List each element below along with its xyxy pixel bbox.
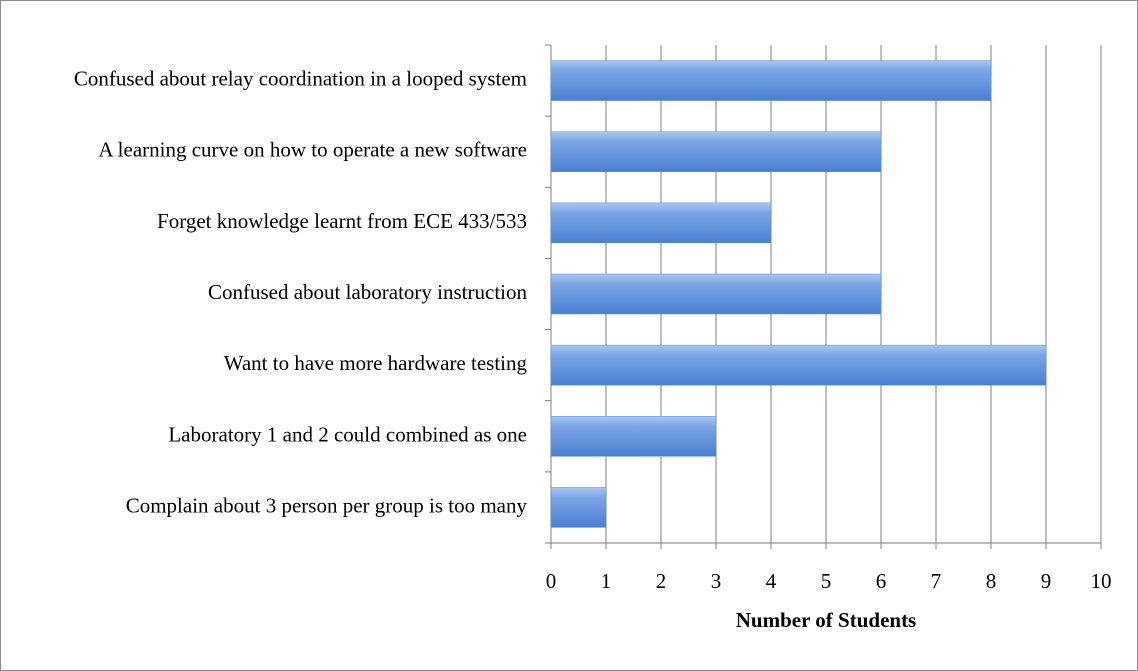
x-axis-title: Number of Students <box>736 608 916 632</box>
bar <box>550 273 882 315</box>
x-tick-label: 7 <box>931 569 942 593</box>
y-tick-label: Forget knowledge learnt from ECE 433/533 <box>157 209 527 233</box>
x-tick-label: 0 <box>546 569 557 593</box>
x-tick-label: 6 <box>876 569 887 593</box>
x-tick-label: 5 <box>821 569 832 593</box>
y-tick-label: Laboratory 1 and 2 could combined as one <box>168 422 527 446</box>
y-tick-label: Complain about 3 person per group is too… <box>126 493 528 517</box>
bar <box>550 416 717 457</box>
y-tick-label: Want to have more hardware testing <box>224 351 528 375</box>
y-tick-label: Confused about relay coordination in a l… <box>74 66 527 90</box>
x-tick-label: 2 <box>656 569 667 593</box>
bar <box>550 344 1047 386</box>
bar <box>550 487 607 528</box>
y-tick-label: A learning curve on how to operate a new… <box>98 138 527 162</box>
x-tick-label: 9 <box>1041 569 1052 593</box>
bar <box>550 131 882 172</box>
y-tick-label: Confused about laboratory instruction <box>208 280 528 304</box>
x-tick-label: 4 <box>766 569 777 593</box>
x-tick-label: 3 <box>711 569 722 593</box>
x-tick-label: 1 <box>601 569 612 593</box>
bar <box>550 202 772 244</box>
x-tick-label: 8 <box>986 569 997 593</box>
x-tick-label: 10 <box>1091 569 1112 593</box>
bar <box>550 60 992 101</box>
